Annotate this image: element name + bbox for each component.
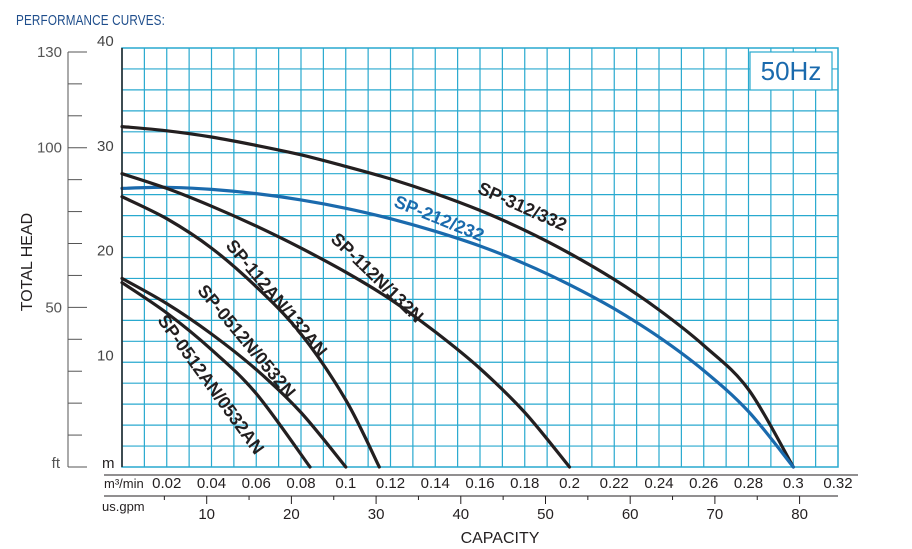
x-unit-primary-label: m³/min (104, 476, 144, 491)
x-tick-label: 0.24 (644, 475, 673, 492)
gpm-tick-label: 30 (368, 506, 385, 523)
ft-tick-label: 130 (37, 44, 62, 61)
x-tick-label: 0.32 (823, 475, 852, 492)
ft-tick-label: 50 (45, 299, 62, 316)
x-tick-label: 0.16 (465, 475, 494, 492)
y-tick-label: 30 (97, 138, 114, 155)
gpm-tick-label: 60 (622, 506, 639, 523)
x-tick-label: 0.3 (783, 475, 804, 492)
frequency-badge-box (749, 51, 833, 91)
x-tick-label: 0.08 (286, 475, 315, 492)
gpm-tick-label: 80 (791, 506, 808, 523)
x-tick-label: 0.26 (689, 475, 718, 492)
curve-sp-312-332 (120, 125, 795, 469)
gpm-tick-label: 40 (452, 506, 469, 523)
y-tick-label: 10 (97, 347, 114, 364)
m-unit-label: m (102, 455, 115, 472)
ft-unit-label: ft (52, 455, 61, 472)
y-tick-label: 20 (97, 243, 114, 260)
x-tick-label: 0.14 (421, 475, 450, 492)
page-title: PERFORMANCE CURVES: (16, 12, 166, 29)
chart-grid (121, 47, 839, 468)
x-tick-label: 0.06 (242, 475, 271, 492)
ft-tick-label: 100 (37, 140, 62, 157)
y-tick-label: 40 (97, 33, 114, 50)
gpm-tick-label: 10 (198, 506, 215, 523)
x-tick-label: 0.18 (510, 475, 539, 492)
x-tick-label: 0.02 (152, 475, 181, 492)
curve-sp-212-232 (120, 185, 795, 469)
chart-axes: 10 20 30 40 50 100 130 0.02 0.04 0.06 0.08 0.1 0.12 0… (37, 33, 858, 523)
x-unit-secondary-label: us.gpm (102, 499, 145, 514)
x-tick-label: 0.2 (559, 475, 580, 492)
gpm-tick-label: 50 (537, 506, 554, 523)
gpm-tick-label: 20 (283, 506, 300, 523)
y-axis-title: TOTAL HEAD (19, 213, 36, 311)
x-tick-label: 0.28 (734, 475, 763, 492)
x-axis-title: CAPACITY (461, 530, 540, 547)
x-tick-label: 0.04 (197, 475, 226, 492)
x-tick-label: 0.12 (376, 475, 405, 492)
x-tick-label: 0.22 (600, 475, 629, 492)
curve-sp-0512n-0532n (120, 276, 348, 469)
curve-sp-0512an-0532an (120, 281, 312, 469)
frequency-badge: 50Hz (761, 56, 822, 86)
x-tick-label: 0.1 (335, 475, 356, 492)
gpm-tick-label: 70 (707, 506, 724, 523)
curve-sp-112n-132n (120, 172, 572, 469)
curve-sp-112an-132an (120, 195, 381, 469)
